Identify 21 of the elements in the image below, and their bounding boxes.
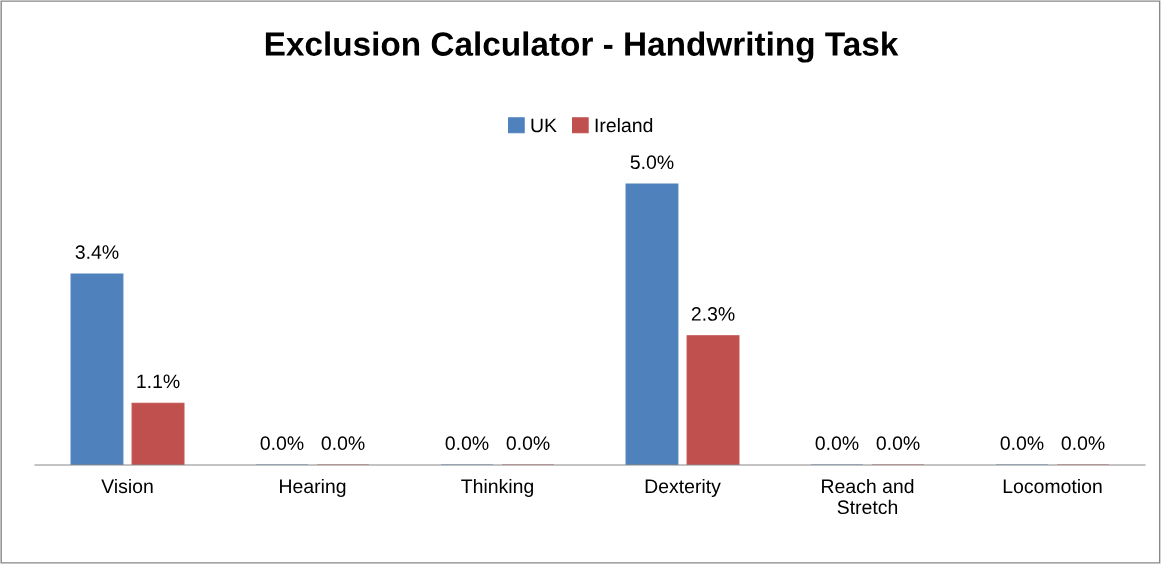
data-label: 0.0% (1000, 436, 1044, 451)
data-label: 0.0% (321, 436, 365, 451)
x-tick-label: Thinking (461, 478, 533, 498)
data-label: 5.0% (630, 155, 674, 170)
chart-title: Exclusion Calculator - Handwriting Task (265, 31, 899, 63)
x-tick-label: Hearing (280, 478, 346, 498)
data-label: 0.0% (815, 436, 859, 451)
legend-label: UK (531, 118, 557, 133)
data-label: 0.0% (260, 436, 304, 451)
data-label: 3.4% (75, 245, 119, 259)
x-tick-label: Dexterity (645, 478, 721, 498)
data-label: 0.0% (1061, 436, 1105, 451)
data-label: 2.3% (691, 307, 735, 321)
x-tick-label: Locomotion (1003, 478, 1102, 494)
data-label: 0.0% (506, 436, 550, 451)
legend-label: Ireland (595, 117, 653, 133)
x-tick-label: Reach and Stretch (822, 478, 914, 515)
data-label: 0.0% (876, 436, 920, 451)
data-label: 0.0% (445, 436, 489, 451)
x-tick-label: Vision (101, 478, 153, 494)
data-label: 1.1% (137, 374, 180, 389)
